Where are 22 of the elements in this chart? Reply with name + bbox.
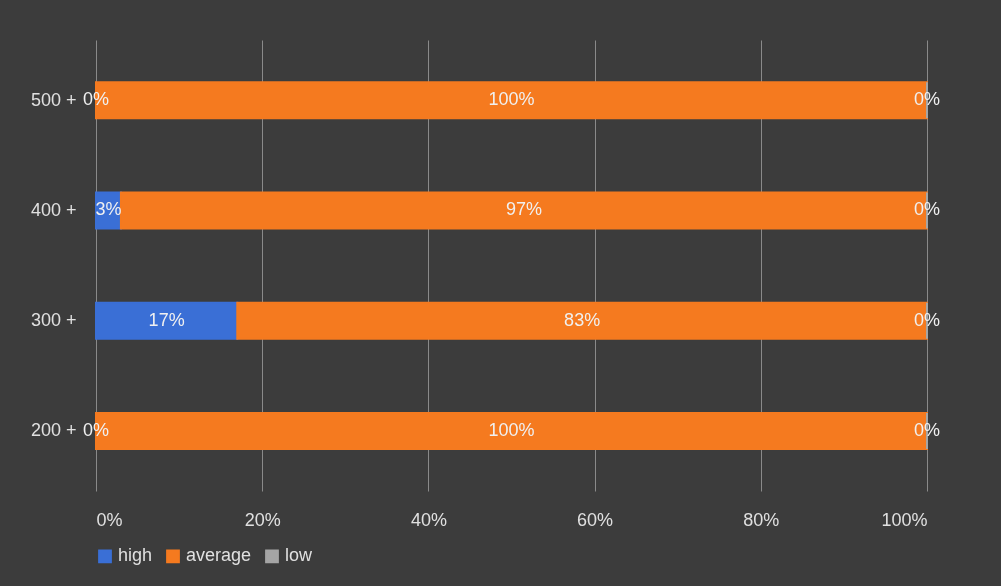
x-tick-label: 20%: [244, 509, 281, 530]
x-tick-label: 0%: [96, 509, 123, 530]
data-label: 97%: [505, 199, 542, 220]
x-tick-label: 80%: [743, 509, 780, 530]
x-tick-label: 60%: [577, 509, 614, 530]
legend-label: low: [285, 545, 314, 566]
legend-label: average: [186, 545, 252, 566]
data-label: 83%: [564, 309, 601, 330]
y-tick-label: 500 +: [30, 89, 77, 110]
data-label: 100%: [488, 89, 535, 110]
x-tick-label: 100%: [881, 509, 928, 530]
y-tick-label: 200 +: [30, 420, 77, 441]
data-label: 0%: [913, 309, 941, 330]
data-label: 100%: [488, 419, 535, 440]
legend-label: high: [118, 545, 153, 566]
y-tick-label: 300 +: [30, 310, 77, 331]
data-label: 0%: [913, 199, 941, 220]
data-label: 0%: [913, 89, 941, 110]
x-tick-label: 40%: [410, 509, 447, 530]
y-tick-label: 400 +: [30, 199, 77, 220]
data-label: 17%: [148, 309, 185, 330]
data-label: 0%: [913, 419, 941, 440]
